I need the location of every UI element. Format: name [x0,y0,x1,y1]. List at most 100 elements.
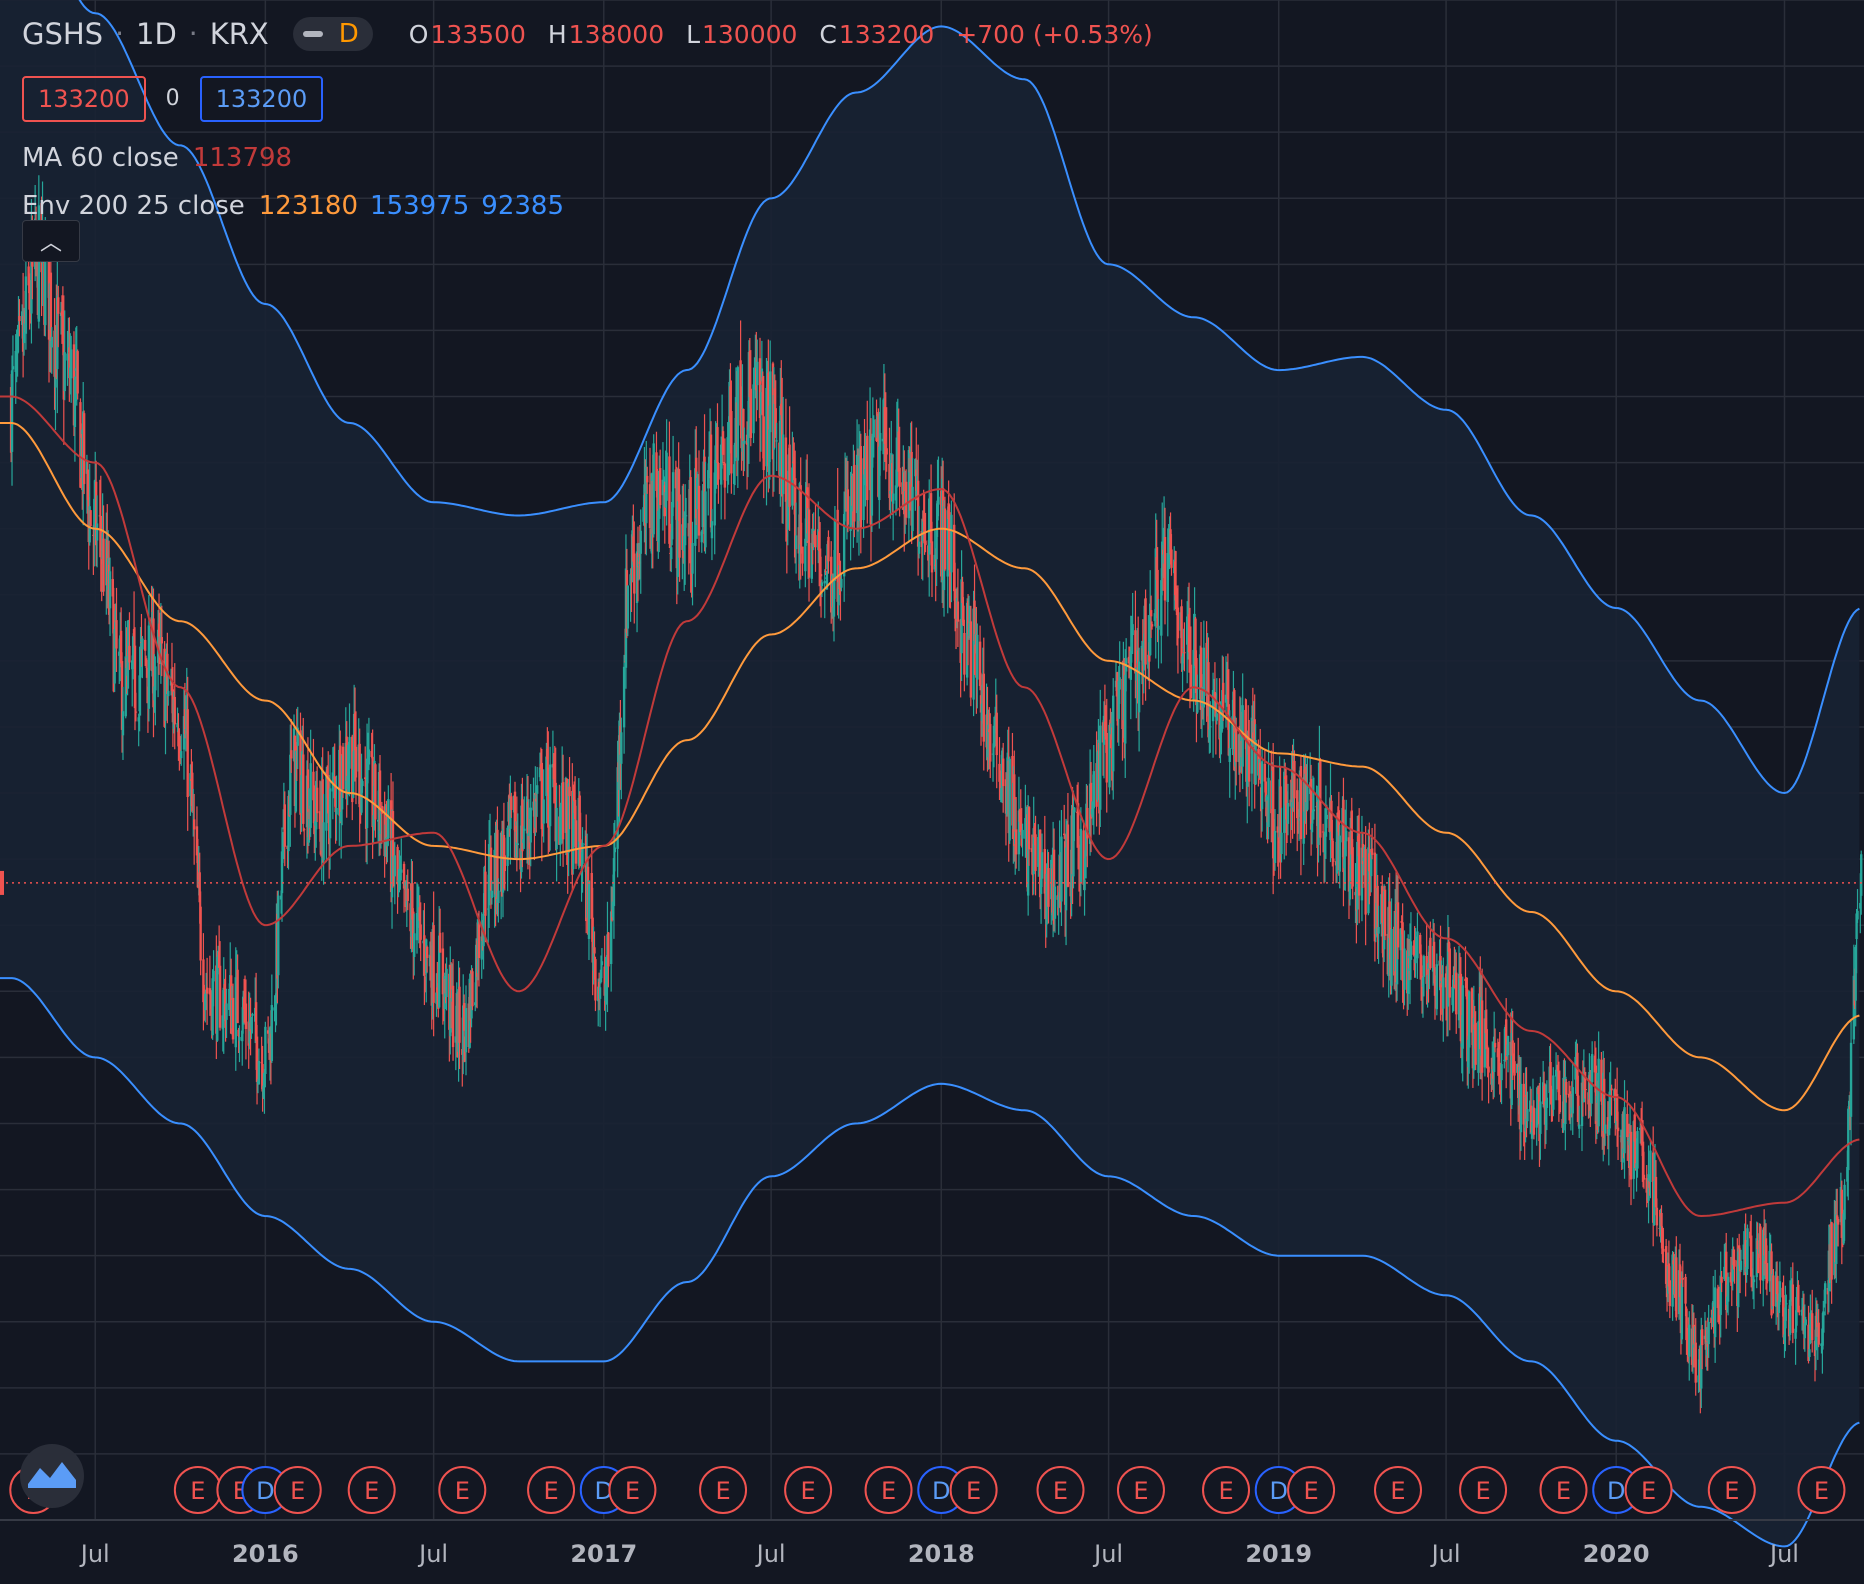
ohlc-low-value: 130000 [702,19,798,49]
candle-body [1362,857,1365,862]
candle-body [134,711,138,713]
event-label: E [1724,1477,1739,1505]
event-label: D [595,1477,613,1505]
candle-body [1532,1107,1536,1135]
candle-body [1360,847,1364,901]
tradingview-logo-icon [28,1462,76,1488]
candle-body [1484,1018,1488,1034]
candle-body [1194,618,1197,666]
candle-body [1626,1113,1629,1138]
candle-body [1013,774,1016,847]
candle-body [1017,810,1021,855]
candle-body [713,472,716,526]
earnings-marker[interactable]: E [1202,1466,1251,1514]
candle-body [1399,928,1402,951]
earnings-marker[interactable]: E [1287,1466,1336,1514]
earnings-marker[interactable]: E [699,1466,748,1514]
candle-body [63,352,66,392]
candle-body [141,638,144,650]
candle-body [1707,1321,1710,1345]
earnings-marker[interactable]: E [949,1466,998,1514]
candle-body [611,901,615,918]
candle-body [216,956,219,1041]
earnings-marker[interactable]: E [347,1466,396,1514]
envelope-lower-line [0,977,1860,1548]
candle-body [1742,1244,1746,1260]
candle-body [774,408,777,435]
indicator-env-upper-value: 153975 [370,191,470,221]
candle-body [68,347,71,379]
earnings-marker[interactable]: E [1459,1466,1508,1514]
earnings-marker[interactable]: E [1036,1466,1085,1514]
sell-price-box[interactable]: 133200 [22,76,146,122]
candle-body [1752,1279,1756,1283]
candle-body [237,1029,240,1037]
candle-body [76,351,79,394]
candle-body [599,969,603,983]
earnings-marker[interactable]: E [1374,1466,1422,1514]
candle-body [1755,1238,1758,1278]
candle-body [561,782,565,840]
candle-body [933,554,936,570]
candle-body [1565,1081,1568,1095]
candle-body [1284,775,1288,820]
candle-body [969,621,973,698]
candle-body [523,828,526,831]
candle-body [1037,837,1040,867]
earnings-marker[interactable]: E [527,1466,576,1514]
symbol-name[interactable]: GSHS [22,16,104,51]
candle-body [1170,549,1173,568]
candle-body [849,496,852,531]
candle-body [1594,1065,1598,1124]
candle-body [370,751,373,757]
candle-body [1768,1250,1771,1282]
candle-body [1615,1094,1619,1122]
candle-body [128,645,131,663]
candle-body [321,779,324,859]
earnings-marker[interactable]: E [864,1466,913,1514]
tradingview-logo[interactable] [20,1444,84,1508]
collapse-legend-button[interactable]: ︿ [22,220,80,262]
earnings-marker[interactable]: E [173,1466,222,1514]
candle-body [1616,1127,1620,1132]
separator-dot: · [115,17,125,50]
candle-body [727,436,730,443]
indicator-ma-row[interactable]: MA 60 close 113798 [22,138,1167,178]
candle-body [1306,784,1309,810]
interval-label[interactable]: 1D [136,16,177,51]
earnings-marker[interactable]: E [1116,1466,1165,1514]
buy-price-box[interactable]: 133200 [199,76,324,122]
candle-body [993,729,997,734]
earnings-marker[interactable]: E [608,1466,657,1514]
candle-body [1664,1246,1668,1284]
candle-body [454,1036,458,1043]
candle-body [839,587,842,591]
candle-body [1619,1135,1623,1137]
candle-body [309,763,312,828]
earnings-marker[interactable]: E [1539,1466,1588,1514]
earnings-marker[interactable]: E [784,1466,833,1514]
candle-body [1099,725,1102,810]
candle-body [573,799,577,820]
earnings-marker[interactable]: E [1624,1466,1673,1514]
candle-body [1444,973,1448,988]
candle-body [574,820,578,864]
candle-body [372,815,375,827]
candle-body [709,434,713,528]
candle-body [1672,1260,1675,1265]
candle-body [496,829,499,899]
candle-body [1442,977,1445,1009]
earnings-marker[interactable]: E [1707,1466,1756,1514]
interval-badge[interactable]: D [292,17,373,51]
candle-body [1823,1304,1826,1308]
earnings-marker[interactable]: E [438,1466,487,1514]
candle-body [1737,1251,1740,1308]
earnings-marker[interactable]: E [273,1466,322,1514]
candle-body [540,762,544,830]
earnings-marker[interactable]: E [1797,1466,1846,1514]
candle-body [1357,833,1361,896]
indicator-env-row[interactable]: Env 200 25 close 123180 153975 92385 [22,186,1167,226]
candle-body [1089,782,1093,819]
candle-body [604,983,607,1001]
